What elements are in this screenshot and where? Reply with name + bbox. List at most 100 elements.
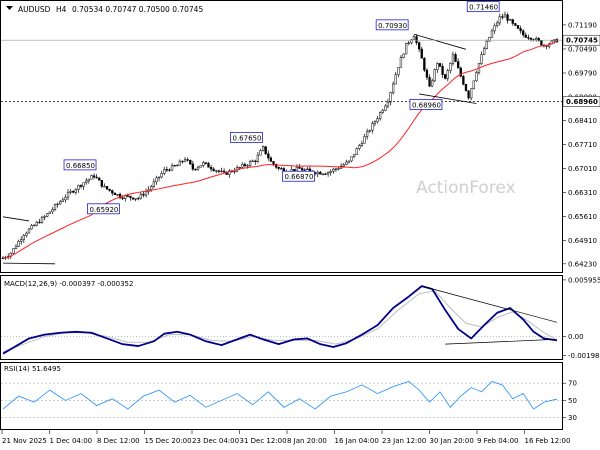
candle-body [352, 154, 356, 157]
candle-body [397, 67, 400, 76]
candle-body [524, 34, 527, 38]
candle-body [261, 146, 265, 151]
price-tick-label: 0.67710 [568, 141, 597, 149]
candle-body [46, 213, 49, 217]
candle-body [418, 42, 421, 50]
candle-body [267, 153, 270, 159]
candle-body [144, 191, 148, 196]
candle-body [386, 101, 390, 107]
candle-body [384, 105, 387, 111]
price-candles [1, 11, 559, 260]
candle-body [215, 170, 218, 172]
candle-body [277, 166, 280, 169]
candle-body [142, 193, 145, 196]
candle-body [431, 80, 434, 87]
time-tick-label: 31 Dec 12:00 [240, 437, 287, 445]
candle-body [116, 194, 119, 196]
candle-body [150, 186, 153, 190]
candle-body [350, 156, 353, 162]
candle-body [293, 169, 296, 172]
candle-body [475, 72, 478, 82]
candle-body [22, 235, 25, 240]
swing-label-box [230, 132, 263, 143]
candle-body [514, 23, 517, 26]
swing-label: 0.70930 [378, 22, 407, 30]
macd-trendline-lower [445, 339, 555, 345]
candle-body [209, 167, 213, 170]
candle-body [43, 216, 46, 218]
candle-body [355, 148, 358, 155]
candle-body [332, 168, 335, 172]
candle-body [59, 201, 62, 205]
current-price-tag: 0.70745 [566, 37, 598, 45]
price-panel-frame [0, 0, 563, 273]
candle-body [207, 162, 210, 168]
candle-body [51, 209, 54, 213]
candle-body [118, 194, 122, 199]
collapse-icon[interactable] [6, 6, 13, 10]
chart-ohlc: 0.70534 0.70747 0.70500 0.70745 [72, 5, 203, 14]
rsi-title: RSI(14) 51.6495 [4, 365, 61, 373]
candle-body [134, 198, 137, 200]
candle-body [373, 121, 377, 124]
candle-body [425, 69, 429, 78]
candle-body [381, 110, 384, 113]
candle-body [537, 38, 540, 41]
candle-body [376, 118, 379, 122]
candle-body [152, 181, 156, 187]
candle-body [316, 171, 319, 175]
candle-body [82, 182, 85, 187]
candle-body [446, 70, 449, 79]
candle-body [246, 165, 249, 167]
candle-body [529, 37, 533, 40]
candle-body [438, 63, 442, 67]
level-price-tag-bg [562, 96, 600, 107]
swing-label-box [63, 159, 97, 171]
candle-body [483, 48, 486, 55]
swing-label-box [282, 170, 315, 182]
price-tick-label: 0.71190 [568, 21, 597, 29]
candle-body [404, 42, 408, 55]
candle-body [100, 180, 103, 187]
macd-tick-label: 0.005955 [568, 276, 600, 284]
candle-body [173, 165, 176, 167]
candle-body [194, 168, 197, 171]
candle-body [170, 165, 174, 171]
candle-body [540, 40, 543, 46]
candle-body [30, 225, 33, 230]
macd-tick-label: -0.001986 [568, 352, 600, 360]
macd-tick-label: 0.00 [568, 333, 584, 341]
candle-body [103, 186, 106, 188]
time-tick-label: 21 Nov 2025 [2, 437, 47, 445]
candle-body [433, 69, 436, 82]
candle-body [17, 241, 20, 247]
candle-body [462, 75, 465, 85]
level-price-tag: 0.68960 [566, 98, 598, 106]
candle-body [410, 39, 413, 44]
macd-line [2, 285, 558, 355]
candle-body [470, 88, 473, 99]
candle-body [321, 173, 325, 175]
candle-body [363, 136, 366, 144]
swing-label-box [409, 99, 443, 110]
candle-body [238, 166, 241, 169]
time-tick-label: 8 Dec 12:00 [97, 437, 140, 445]
candle-body [69, 191, 72, 193]
candle-body [555, 39, 559, 43]
candle-body [501, 16, 504, 18]
candle-body [233, 170, 236, 173]
candle-body [272, 161, 275, 165]
candle-body [27, 228, 31, 234]
candle-body [459, 67, 462, 77]
macd-title: MACD(12,26,9) -0.000397 -0.000352 [4, 280, 133, 288]
time-tick-label: 23 Jan 12:00 [382, 437, 426, 445]
candle-body [105, 186, 109, 190]
macd-layer: 0.005955 0.00 -0.001986 [1, 276, 600, 360]
candle-body [196, 166, 200, 170]
candle-body [248, 161, 252, 166]
candle-body [165, 169, 169, 171]
candle-body [347, 160, 351, 163]
candle-body [40, 217, 44, 224]
candle-body [503, 14, 507, 18]
candle-body [259, 150, 262, 156]
